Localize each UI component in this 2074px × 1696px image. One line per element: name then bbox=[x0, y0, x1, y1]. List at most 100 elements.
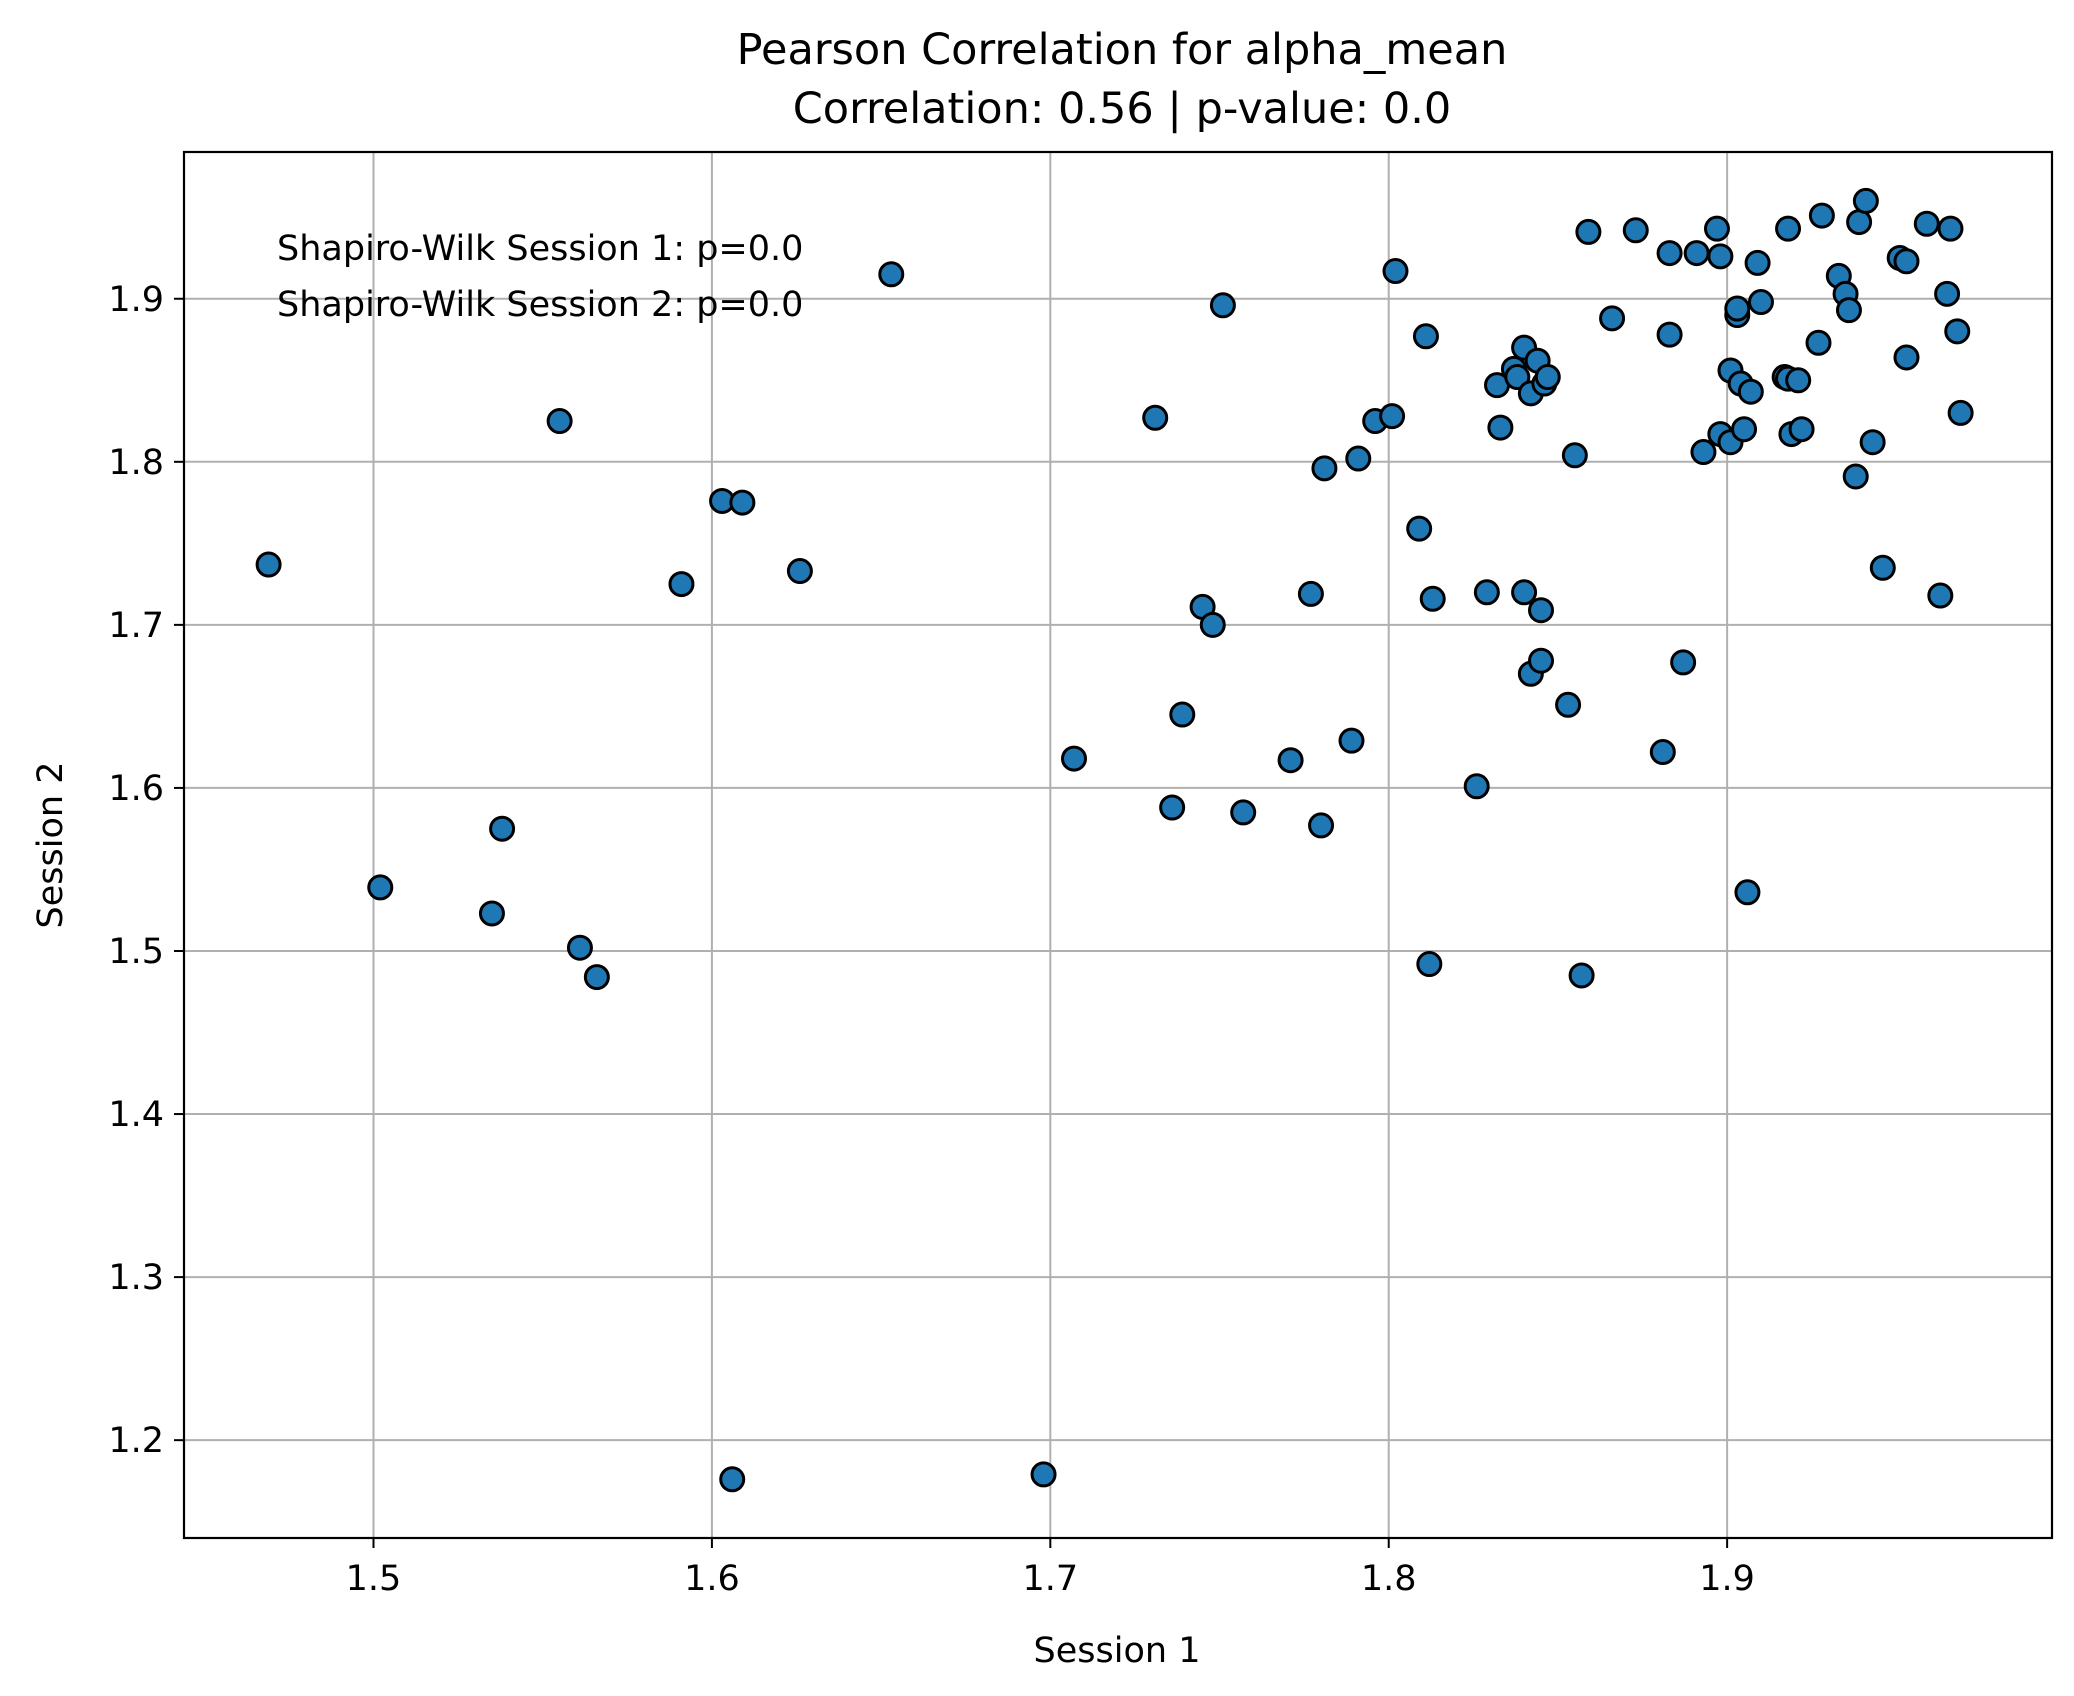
plot-frame bbox=[182, 150, 2054, 1540]
data-point bbox=[1808, 202, 1835, 229]
data-point bbox=[1937, 215, 1964, 242]
data-point bbox=[1209, 292, 1236, 319]
data-point bbox=[1690, 439, 1717, 466]
data-point bbox=[668, 571, 695, 598]
data-point bbox=[1528, 647, 1555, 674]
y-tick-label: 1.3 bbox=[108, 1258, 164, 1298]
x-axis-ticks: 1.5 1.6 1.7 1.8 1.9 bbox=[346, 1538, 1755, 1599]
data-point bbox=[1788, 416, 1815, 443]
data-point bbox=[1785, 367, 1812, 394]
x-tick-label: 1.5 bbox=[346, 1559, 402, 1599]
data-point bbox=[1703, 215, 1730, 242]
data-point bbox=[1473, 579, 1500, 606]
y-tick-label: 1.9 bbox=[108, 280, 164, 320]
data-point bbox=[1656, 321, 1683, 348]
data-point bbox=[546, 408, 573, 435]
data-point bbox=[1852, 187, 1879, 214]
data-point bbox=[1859, 429, 1886, 456]
data-point bbox=[1159, 794, 1186, 821]
data-point bbox=[1504, 364, 1531, 391]
data-point bbox=[1561, 442, 1588, 469]
data-point bbox=[1419, 585, 1446, 612]
data-point bbox=[1747, 289, 1774, 316]
data-point bbox=[1649, 739, 1676, 766]
data-point bbox=[489, 815, 516, 842]
data-point bbox=[1142, 404, 1169, 431]
data-point bbox=[1846, 209, 1873, 236]
data-point bbox=[1805, 329, 1832, 356]
data-point bbox=[1412, 323, 1439, 350]
data-point bbox=[1230, 799, 1257, 826]
annotation-shapiro-session-2: Shapiro-Wilk Session 2: p=0.0 bbox=[277, 285, 803, 325]
data-point bbox=[786, 558, 813, 585]
x-tick-label: 1.8 bbox=[1361, 1559, 1417, 1599]
data-point bbox=[1528, 597, 1555, 624]
data-point bbox=[1555, 691, 1582, 718]
data-point bbox=[1893, 248, 1920, 275]
data-point bbox=[1734, 879, 1761, 906]
y-tick-label: 1.4 bbox=[108, 1095, 164, 1135]
x-tick-label: 1.9 bbox=[1699, 1559, 1755, 1599]
data-point bbox=[719, 1466, 746, 1493]
data-point bbox=[1744, 249, 1771, 276]
data-point bbox=[1406, 515, 1433, 542]
data-point bbox=[566, 934, 593, 961]
data-point bbox=[1947, 399, 1974, 426]
annotation-shapiro-session-1: Shapiro-Wilk Session 1: p=0.0 bbox=[277, 229, 803, 269]
x-tick-label: 1.7 bbox=[1022, 1559, 1078, 1599]
y-tick-label: 1.2 bbox=[108, 1421, 164, 1461]
data-point bbox=[1487, 414, 1514, 441]
data-point bbox=[1277, 747, 1304, 774]
y-axis-label: Session 2 bbox=[31, 762, 71, 929]
y-tick-label: 1.8 bbox=[108, 443, 164, 483]
data-point bbox=[1297, 580, 1324, 607]
data-point bbox=[1869, 554, 1896, 581]
data-point bbox=[478, 900, 505, 927]
chart-title: Pearson Correlation for alpha_mean bbox=[737, 25, 1508, 75]
y-tick-label: 1.7 bbox=[108, 606, 164, 646]
data-point bbox=[1169, 701, 1196, 728]
data-point bbox=[1463, 773, 1490, 800]
grid-lines bbox=[184, 152, 2052, 1538]
data-point bbox=[1308, 812, 1335, 839]
data-point bbox=[583, 964, 610, 991]
data-point bbox=[1835, 297, 1862, 324]
data-point bbox=[1944, 318, 1971, 345]
data-point bbox=[1622, 217, 1649, 244]
data-point bbox=[1683, 240, 1710, 267]
data-point bbox=[1599, 305, 1626, 332]
chart-subtitle: Correlation: 0.56 | p-value: 0.0 bbox=[793, 84, 1451, 134]
data-point bbox=[1416, 951, 1443, 978]
data-point bbox=[255, 551, 282, 578]
data-point bbox=[1656, 240, 1683, 267]
data-point bbox=[1575, 218, 1602, 245]
data-point bbox=[729, 489, 756, 516]
data-point bbox=[1724, 295, 1751, 322]
data-point bbox=[1842, 463, 1869, 490]
data-point bbox=[1534, 364, 1561, 391]
data-point bbox=[1061, 745, 1088, 772]
data-point bbox=[1511, 579, 1538, 606]
x-axis-label: Session 1 bbox=[1034, 1631, 1201, 1671]
x-tick-label: 1.6 bbox=[684, 1559, 740, 1599]
data-point bbox=[1775, 215, 1802, 242]
data-point bbox=[1913, 210, 1940, 237]
data-point bbox=[1927, 582, 1954, 609]
data-point bbox=[1345, 445, 1372, 472]
data-point bbox=[1934, 280, 1961, 307]
data-point bbox=[1707, 243, 1734, 270]
data-point bbox=[1893, 344, 1920, 371]
y-tick-label: 1.5 bbox=[108, 932, 164, 972]
data-points bbox=[255, 187, 1974, 1493]
data-point bbox=[1379, 403, 1406, 430]
data-point bbox=[1670, 649, 1697, 676]
data-point bbox=[1382, 258, 1409, 285]
data-point bbox=[367, 874, 394, 901]
data-point bbox=[1311, 455, 1338, 482]
data-point bbox=[1030, 1461, 1057, 1488]
data-point bbox=[1731, 416, 1758, 443]
data-point bbox=[1568, 962, 1595, 989]
data-point bbox=[1338, 727, 1365, 754]
